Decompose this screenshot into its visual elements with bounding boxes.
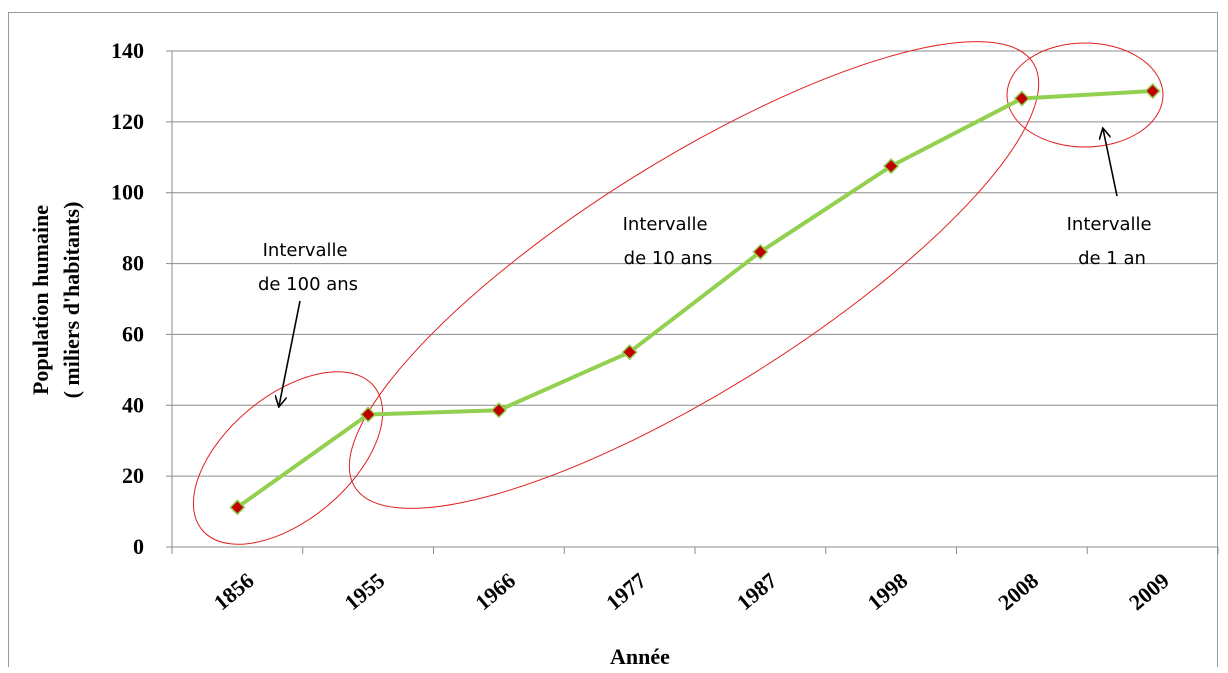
- annotation-ellipse-100-years: [192, 371, 384, 545]
- y-tick-label-40: 40: [122, 392, 144, 417]
- annotation-10-years: Intervalle de 10 ans: [623, 214, 714, 269]
- annotation-ellipse-1-year: [1006, 42, 1164, 148]
- annotation-arrow-1-year: [1103, 129, 1118, 197]
- x-tick-label-2008: 2008: [993, 568, 1043, 615]
- y-tick-label-100: 100: [111, 180, 144, 205]
- y-tick-labels: 0 20 40 60 80 100 120 140: [111, 38, 144, 559]
- annotation-10-years-line-2: de 10 ans: [624, 248, 713, 269]
- data-point-1955: [360, 406, 377, 423]
- y-axis-label: Population humaine: [28, 205, 53, 395]
- y-tick-label-140: 140: [111, 38, 144, 63]
- y-tick-label-120: 120: [111, 109, 144, 134]
- data-point-1856: [229, 499, 246, 516]
- annotation-ellipse-10-years: [348, 41, 1040, 509]
- y-axis-label-line-1: Population humaine: [28, 205, 53, 395]
- series-population: [229, 82, 1161, 516]
- y-axis-label-line-2: ( miliers d'habitants): [59, 202, 84, 399]
- y-axis-label-2: ( miliers d'habitants): [59, 202, 84, 399]
- annotation-100-years-line-1: Intervalle: [263, 240, 348, 261]
- x-tick-label-1955: 1955: [340, 568, 390, 615]
- y-tick-label-20: 20: [122, 463, 144, 488]
- data-point-1977: [621, 344, 638, 361]
- annotation-100-years-line-2: de 100 ans: [258, 274, 358, 295]
- y-tick-label-60: 60: [122, 321, 144, 346]
- annotation-1-year: Intervalle de 1 an: [1067, 214, 1158, 269]
- data-point-1966: [490, 402, 507, 419]
- x-tick-label-1987: 1987: [732, 568, 782, 615]
- data-point-1987: [752, 243, 769, 260]
- data-point-1998: [883, 158, 900, 175]
- x-tick-label-2009: 2009: [1124, 568, 1174, 615]
- annotation-1-year-line-1: Intervalle: [1067, 214, 1152, 235]
- x-tick-labels: 1856 1955 1966 1977 1987 1998 2008 2009: [209, 568, 1174, 615]
- x-axis-label: Année: [610, 644, 670, 669]
- x-tick-label-1856: 1856: [209, 568, 259, 615]
- x-tick-label-1966: 1966: [470, 568, 520, 615]
- x-tick-label-1998: 1998: [863, 568, 913, 615]
- axes: [166, 50, 1219, 554]
- y-tick-label-80: 80: [122, 251, 144, 276]
- annotation-1-year-line-2: de 1 an: [1078, 248, 1146, 269]
- data-point-2009: [1144, 82, 1161, 100]
- chart-frame: [8, 12, 1218, 667]
- data-point-2008: [1013, 90, 1030, 107]
- annotation-10-years-line-1: Intervalle: [623, 214, 708, 235]
- y-tick-label-0: 0: [133, 534, 144, 559]
- x-tick-label-1977: 1977: [601, 568, 651, 615]
- annotation-100-years: Intervalle de 100 ans: [258, 240, 358, 295]
- annotation-arrow-100-years: [279, 300, 301, 406]
- gridlines: [172, 50, 1218, 477]
- series-line: [236, 89, 1153, 509]
